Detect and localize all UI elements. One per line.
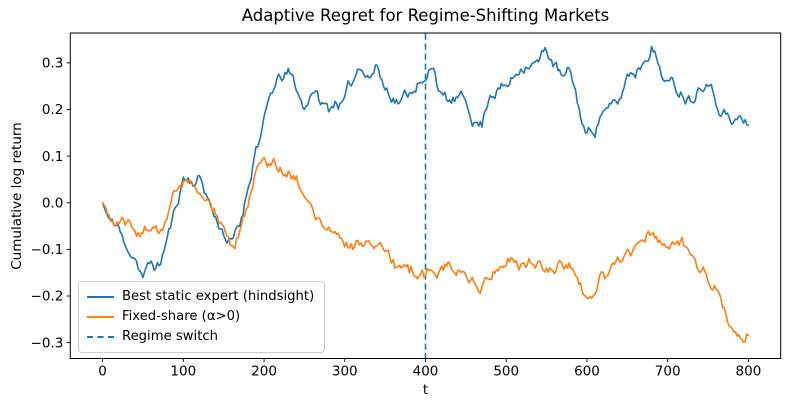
series-line-1 [101,156,750,344]
legend-line-sample [87,336,114,338]
x-axis-label: t [422,382,429,398]
legend-row-2: Regime switch [87,327,314,347]
legend: Best static expert (hindsight) Fixed-shar… [78,281,326,353]
legend-label: Regime switch [122,329,218,344]
y-tick-label: 0.3 [42,56,63,72]
x-tick-label: 300 [332,364,358,380]
legend-label: Fixed-share (α>0) [122,309,241,324]
legend-label: Best static expert (hindsight) [122,289,315,304]
x-tick-label: 800 [736,364,762,380]
legend-line-sample [87,296,114,298]
x-tick-label: 0 [98,364,107,380]
x-tick-label: 400 [413,364,439,380]
y-tick-label: −0.2 [31,289,64,305]
y-tick-label: 0.0 [42,195,63,211]
y-tick-label: 0.1 [42,149,63,165]
x-tick-label: 600 [574,364,600,380]
x-tick-label: 500 [493,364,519,380]
legend-line-sample [87,316,114,318]
y-tick-label: −0.3 [31,335,64,351]
x-tick-label: 100 [170,364,196,380]
legend-row-1: Fixed-share (α>0) [87,307,314,327]
y-tick-label: 0.2 [42,102,63,118]
y-axis-label: Cumulative log return [9,122,25,270]
x-tick-label: 200 [251,364,277,380]
x-tick-label: 700 [655,364,681,380]
chart-title: Adaptive Regret for Regime-Shifting Mark… [241,6,610,25]
legend-row-0: Best static expert (hindsight) [87,287,314,307]
y-tick-label: −0.1 [31,242,64,258]
